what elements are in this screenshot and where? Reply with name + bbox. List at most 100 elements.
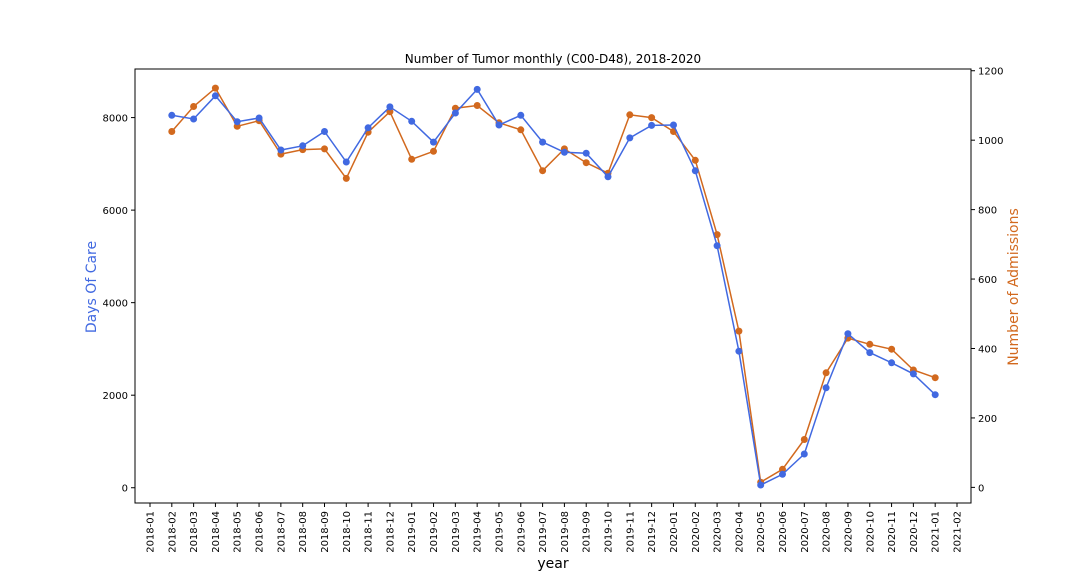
admissions-point (779, 465, 786, 473)
x-axis-label: year (537, 556, 568, 572)
days-of-care-point (931, 391, 939, 399)
days-of-care-point (822, 384, 830, 392)
x-tick-label: 2019-08 (560, 511, 571, 553)
left-tick-label: 8000 (103, 114, 128, 125)
days-of-care-point (539, 138, 547, 146)
right-axis-ticks: 0 200 400 600 800 1000 1200 (971, 67, 1003, 494)
admissions-point (539, 167, 547, 175)
days-of-care-point (757, 481, 765, 489)
days-of-care-point (909, 370, 917, 378)
left-axis-ticks: 0 2000 4000 6000 8000 (103, 114, 135, 495)
days-of-care-point (779, 470, 786, 478)
days-of-care-point (560, 148, 568, 156)
y-axis-label-right: Number of Admissions (1006, 208, 1022, 366)
admissions-point (168, 128, 176, 135)
x-tick-label: 2019-12 (647, 511, 658, 553)
admissions-point (648, 114, 656, 122)
admissions-point (451, 104, 459, 112)
right-tick-label: 1000 (978, 136, 1003, 147)
days-of-care-point (299, 142, 307, 150)
days-of-care-point (473, 85, 481, 93)
y-axis-label-left: Days Of Care (84, 241, 100, 333)
x-tick-label: 2019-11 (625, 511, 636, 553)
x-tick-label: 2018-04 (211, 511, 222, 553)
right-tick-label: 1200 (978, 67, 1003, 78)
x-tick-label: 2019-07 (538, 511, 549, 553)
admissions-point (386, 108, 394, 116)
days-of-care-point (626, 134, 634, 142)
x-tick-label: 2019-01 (407, 511, 418, 553)
right-tick-label: 800 (978, 206, 997, 217)
x-tick-label: 2020-06 (778, 511, 789, 553)
x-tick-label: 2020-09 (843, 511, 854, 553)
days-of-care-point (735, 347, 743, 355)
x-tick-label: 2018-05 (233, 511, 244, 553)
days-of-care-point (255, 114, 263, 122)
days-of-care-point (648, 121, 656, 129)
right-tick-label: 400 (978, 344, 997, 355)
x-tick-label: 2020-05 (756, 511, 767, 553)
days-of-care-point (364, 124, 372, 132)
admissions-point (211, 84, 219, 92)
x-tick-label: 2020-04 (734, 511, 745, 553)
admissions-point (626, 111, 634, 119)
x-tick-label: 2019-03 (451, 511, 462, 553)
days-of-care-point (582, 149, 590, 157)
admissions-point (430, 147, 437, 155)
admissions-line (171, 86, 936, 484)
right-tick-label: 200 (978, 414, 997, 425)
left-tick-label: 6000 (103, 206, 128, 217)
x-tick-label: 2018-01 (146, 511, 157, 553)
x-tick-label: 2019-06 (516, 511, 527, 553)
x-tick-label: 2018-02 (167, 511, 178, 553)
x-tick-label: 2018-07 (276, 511, 287, 553)
x-tick-label: 2018-03 (189, 511, 200, 553)
admissions-point (321, 145, 328, 153)
left-tick-label: 0 (122, 484, 128, 495)
x-tick-label: 2021-02 (953, 511, 964, 553)
admissions-point (190, 103, 198, 110)
plot-frame (134, 68, 972, 504)
x-tick-label: 2018-08 (298, 511, 309, 553)
days-of-care-point (517, 111, 525, 119)
x-tick-label: 2019-04 (473, 511, 484, 553)
x-tick-label: 2020-12 (909, 511, 920, 553)
admissions-point (822, 369, 830, 377)
days-of-care-point (168, 111, 176, 119)
x-tick-label: 2018-11 (364, 511, 375, 553)
days-of-care-point (844, 330, 852, 338)
left-tick-label: 4000 (103, 299, 128, 310)
x-tick-label: 2021-01 (931, 511, 942, 553)
series-days-of-care (168, 85, 939, 489)
x-tick-label: 2020-08 (822, 511, 833, 553)
admissions-point (517, 126, 525, 134)
days-of-care-point (321, 128, 328, 135)
x-tick-label: 2020-01 (669, 511, 680, 553)
days-of-care-point (451, 109, 459, 117)
x-tick-label: 2018-10 (342, 511, 353, 553)
days-of-care-point (713, 242, 721, 250)
days-of-care-point (190, 115, 198, 123)
admissions-point (866, 340, 874, 348)
admissions-point (888, 345, 896, 353)
admissions-point (582, 159, 590, 167)
x-tick-label: 2019-02 (429, 511, 440, 553)
days-of-care-point (888, 359, 896, 367)
chart-title: Number of Tumor monthly (C00-D48), 2018-… (405, 52, 701, 66)
x-tick-label: 2020-02 (691, 511, 702, 553)
days-of-care-point (691, 167, 699, 175)
x-tick-label: 2020-11 (887, 511, 898, 553)
x-tick-label: 2018-09 (320, 511, 331, 553)
admissions-point (735, 327, 743, 335)
days-of-care-point (800, 450, 808, 458)
days-of-care-point (342, 158, 350, 166)
x-tick-label: 2018-12 (385, 511, 396, 553)
days-of-care-point (430, 138, 437, 146)
series-admissions (168, 84, 939, 486)
days-of-care-point (277, 146, 285, 154)
days-of-care-point (386, 103, 394, 111)
x-tick-label: 2019-10 (604, 511, 615, 553)
admissions-point (931, 374, 939, 382)
days-of-care-line (171, 88, 936, 487)
